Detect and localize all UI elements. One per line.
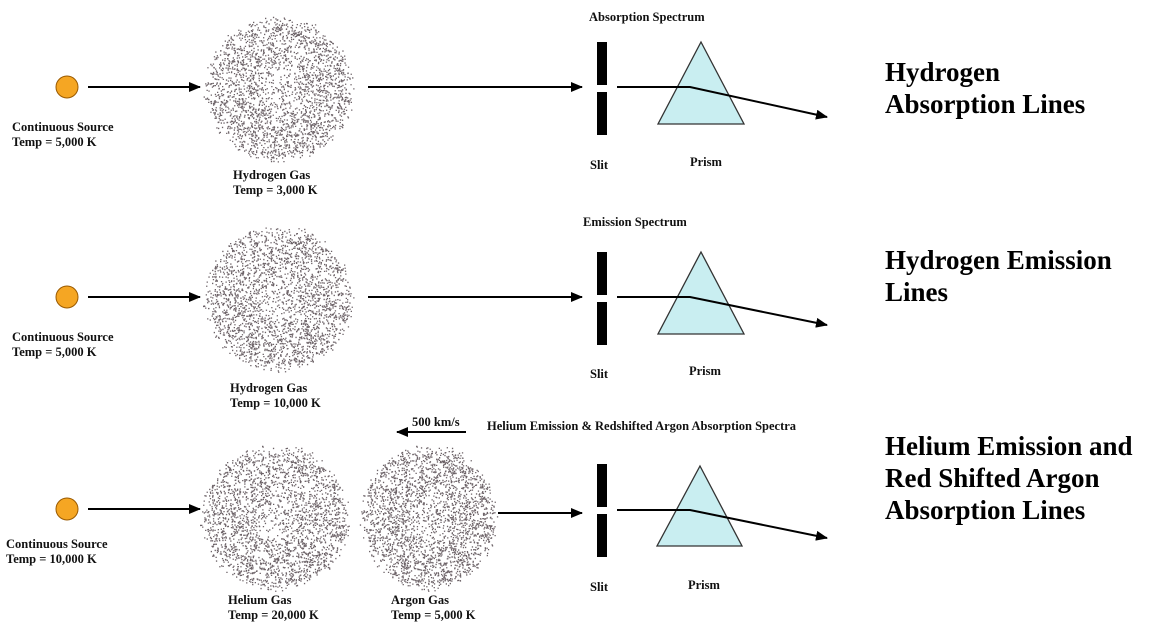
- refracted-beam-arrow: [617, 296, 828, 328]
- slit-label: Slit: [590, 367, 609, 381]
- source-label: Continuous Source Temp = 5,000 K: [12, 330, 114, 360]
- slit-lower-bar: [597, 302, 607, 345]
- spectrum-title: Absorption Spectrum: [589, 10, 705, 24]
- slit-lower-bar: [597, 514, 607, 557]
- gas-temp: Temp = 3,000 K: [233, 183, 318, 197]
- refracted-beam-arrow: [617, 86, 828, 120]
- source-name: Continuous Source: [6, 537, 108, 551]
- gas-name: Hydrogen Gas: [230, 381, 308, 395]
- gas-name: Hydrogen Gas: [233, 168, 311, 182]
- prism-label: Prism: [688, 578, 720, 592]
- result-label: Hydrogen Absorption Lines: [885, 57, 1086, 119]
- source-temp: Temp = 5,000 K: [12, 345, 97, 359]
- prism-label: Prism: [689, 364, 721, 378]
- slit-label: Slit: [590, 580, 609, 594]
- result-label: Helium Emission and Red Shifted Argon Ab…: [885, 431, 1133, 525]
- gas-speckle-texture: [200, 445, 350, 592]
- result-label: Hydrogen Emission Lines: [885, 245, 1112, 307]
- gas-temp: Temp = 10,000 K: [230, 396, 321, 410]
- gas-temp: Temp = 20,000 K: [228, 608, 319, 622]
- gas-name: Helium Gas: [228, 593, 292, 607]
- prism-label: Prism: [690, 155, 722, 169]
- slit-upper-bar: [597, 42, 607, 85]
- gas2-temp: Temp = 5,000 K: [391, 608, 476, 622]
- prism-icon: [656, 40, 746, 125]
- hydrogen-gas-cloud: [203, 227, 355, 373]
- gas-speckle-texture: [203, 227, 355, 373]
- gas-label: Hydrogen Gas Temp = 3,000 K: [233, 168, 317, 198]
- spectrum-title: Helium Emission & Redshifted Argon Absor…: [487, 419, 797, 433]
- argon-gas-cloud: [359, 445, 499, 592]
- slit-lower-bar: [597, 92, 607, 135]
- helium-gas-cloud: [200, 445, 350, 592]
- continuous-source-icon: [55, 75, 79, 99]
- spectrum-title: Emission Spectrum: [583, 215, 687, 229]
- refracted-beam-arrow: [617, 509, 828, 541]
- slit-upper-bar: [597, 464, 607, 507]
- source-temp: Temp = 10,000 K: [6, 552, 97, 566]
- continuous-source-icon: [55, 285, 79, 309]
- source-name: Continuous Source: [12, 330, 114, 344]
- gas-speckle-texture: [203, 16, 355, 163]
- velocity-label: 500 km/s: [412, 415, 460, 429]
- source-name: Continuous Source: [12, 120, 114, 134]
- gas-speckle-texture: [359, 445, 499, 592]
- prism-icon: [655, 464, 744, 547]
- gas-label: Helium Gas Temp = 20,000 K: [228, 593, 319, 623]
- prism-icon: [656, 250, 746, 335]
- source-label: Continuous Source Temp = 10,000 K: [6, 537, 108, 567]
- hydrogen-gas-cloud: [203, 16, 355, 163]
- gas2-label: Argon Gas Temp = 5,000 K: [391, 593, 475, 623]
- source-label: Continuous Source Temp = 5,000 K: [12, 120, 114, 150]
- source-temp: Temp = 5,000 K: [12, 135, 97, 149]
- slit-label: Slit: [590, 158, 609, 172]
- gas-label: Hydrogen Gas Temp = 10,000 K: [230, 381, 321, 411]
- continuous-source-icon: [55, 497, 79, 521]
- gas2-name: Argon Gas: [391, 593, 449, 607]
- slit-upper-bar: [597, 252, 607, 295]
